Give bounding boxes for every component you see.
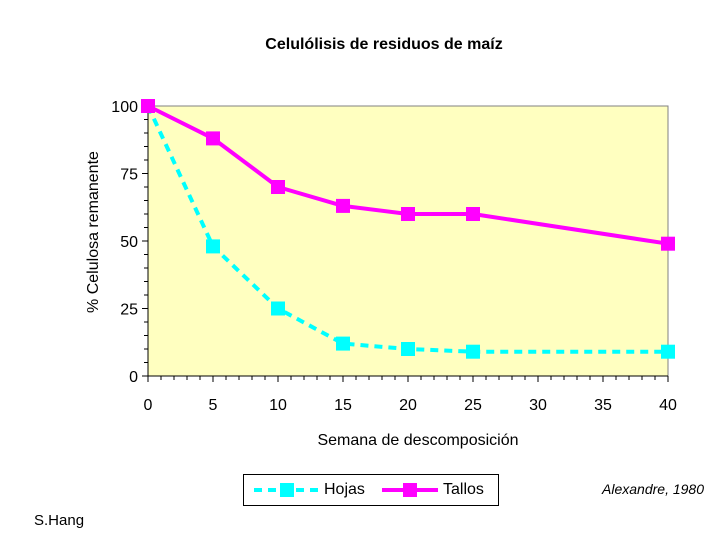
y-tick-label: 25 (120, 302, 138, 319)
x-tick-label: 25 (464, 397, 482, 414)
y-tick-label: 50 (120, 234, 138, 251)
x-tick-label: 10 (269, 397, 287, 414)
legend-marker-tallos (403, 483, 417, 497)
data-point-tallos (466, 207, 480, 221)
x-tick-label: 35 (594, 397, 612, 414)
data-point-tallos (271, 180, 285, 194)
data-point-hojas (206, 239, 220, 254)
y-tick-label: 100 (111, 99, 138, 116)
data-point-tallos (206, 131, 220, 146)
data-point-tallos (141, 99, 155, 113)
x-tick-label: 20 (399, 397, 417, 414)
y-axis-label: % Celulosa remanente (85, 151, 102, 313)
x-tick-label: 30 (529, 397, 547, 414)
x-tick-label: 15 (334, 397, 352, 414)
data-point-tallos (661, 236, 675, 251)
y-tick-label: 0 (129, 369, 138, 386)
data-point-tallos (336, 198, 350, 213)
x-tick-label: 40 (659, 397, 677, 414)
data-point-hojas (271, 301, 285, 316)
legend: Hojas Tallos (243, 474, 499, 506)
data-point-hojas (401, 342, 415, 356)
legend-marker-hojas (280, 483, 294, 497)
data-point-hojas (336, 336, 350, 351)
x-axis-label: Semana de descomposición (317, 432, 518, 449)
y-tick-label: 75 (120, 167, 138, 184)
data-point-hojas (466, 344, 480, 359)
legend-label-tallos: Tallos (443, 481, 484, 498)
legend-label-hojas: Hojas (324, 481, 365, 498)
data-point-hojas (661, 344, 675, 359)
x-tick-label: 5 (209, 397, 218, 414)
data-point-tallos (401, 207, 415, 221)
chart-title: Celulólisis de residuos de maíz (265, 36, 503, 53)
author-label: S.Hang (34, 512, 85, 529)
source-credit: Alexandre, 1980 (602, 481, 704, 497)
x-tick-label: 0 (144, 397, 153, 414)
